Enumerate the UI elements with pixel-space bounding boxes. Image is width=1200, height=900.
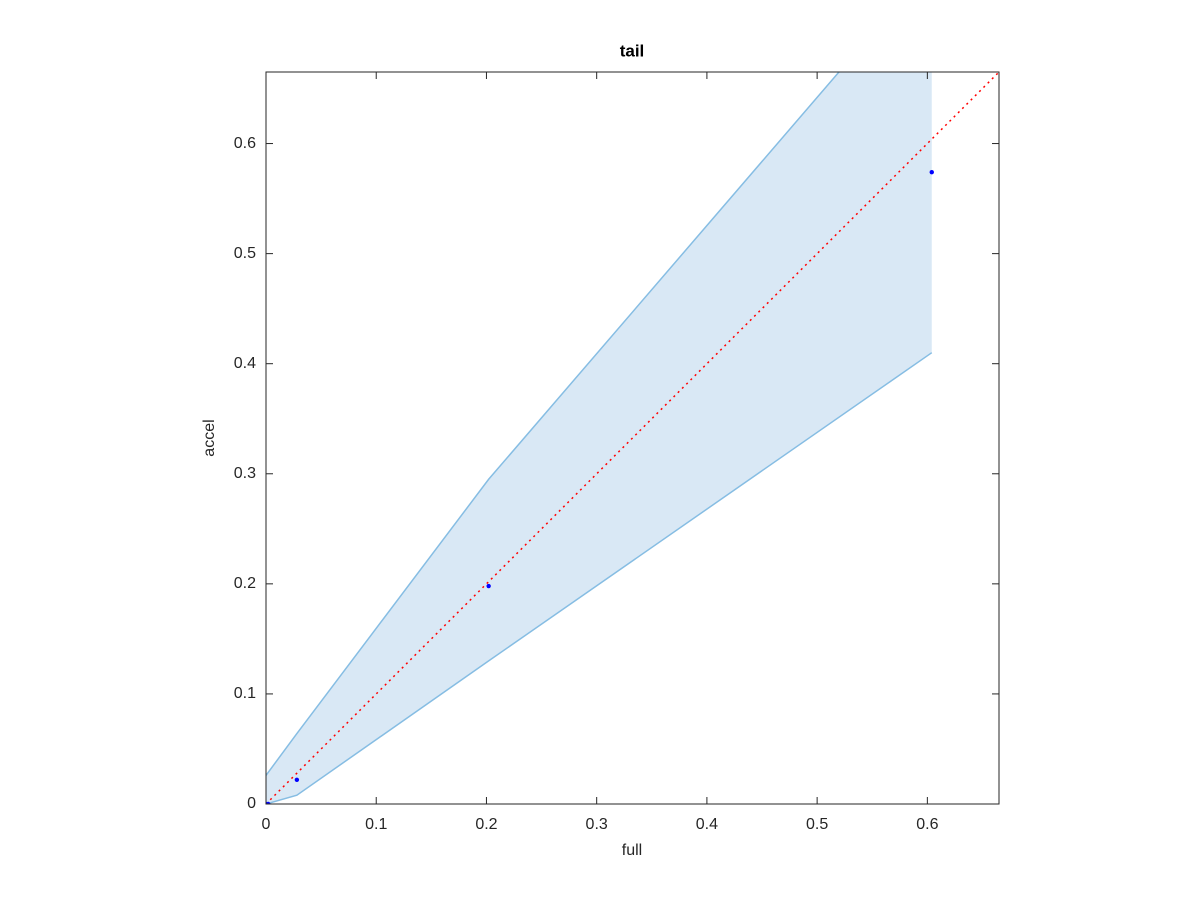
x-tick-label: 0.1: [365, 816, 387, 833]
data-point: [486, 583, 491, 589]
band-edge: [266, 352, 933, 804]
y-tick-label: 0.2: [234, 575, 256, 592]
reference-line: [266, 72, 999, 804]
y-tick-label: 0.4: [234, 355, 256, 372]
data-point: [929, 169, 934, 175]
axes-box: [265, 71, 1000, 805]
data-point: [266, 801, 271, 804]
x-tick-label: 0: [262, 816, 271, 833]
confidence-band: [266, 72, 932, 804]
y-tick-label: 0.3: [234, 465, 256, 482]
chart-title: tail: [620, 41, 645, 60]
y-axis-label: accel: [201, 419, 218, 456]
y-tick-label: 0.5: [234, 245, 256, 262]
x-axis-label: full: [622, 842, 642, 859]
plot-area: [266, 72, 999, 804]
data-point: [294, 777, 300, 782]
x-tick-label: 0.2: [475, 816, 497, 833]
x-tick-label: 0.3: [586, 816, 608, 833]
x-tick-label: 0.5: [806, 816, 828, 833]
x-tick-label: 0.6: [916, 816, 938, 833]
y-tick-label: 0.1: [234, 685, 256, 702]
x-tick-label: 0.4: [696, 816, 718, 833]
y-tick-label: 0.6: [234, 135, 256, 152]
band-edge: [266, 72, 840, 776]
y-tick-label: 0: [247, 795, 256, 812]
